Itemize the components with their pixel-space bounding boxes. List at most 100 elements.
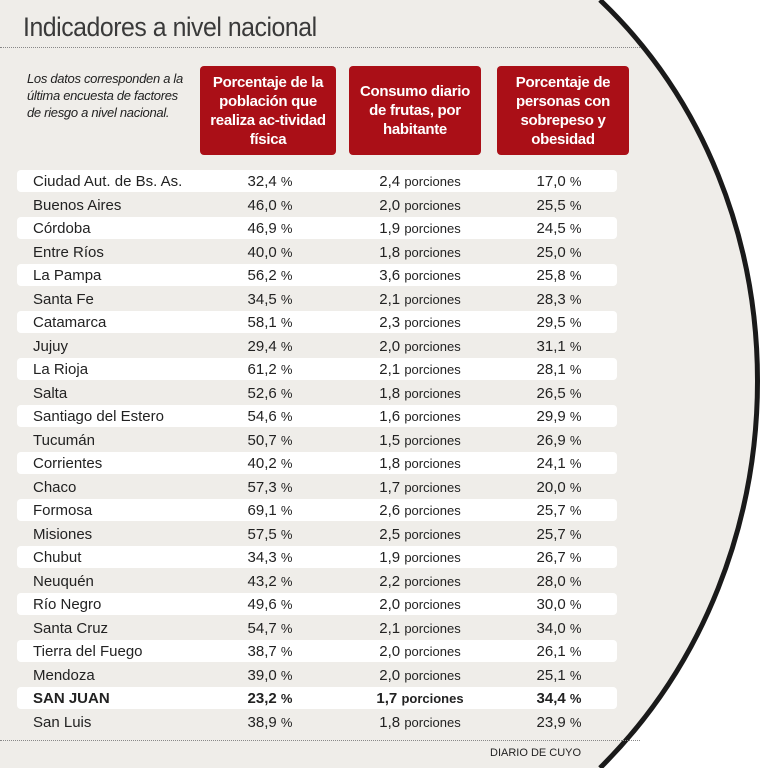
activity-value: 46,0 % (247, 196, 293, 214)
activity-value: 38,9 % (247, 713, 293, 731)
table-row: Santa Fe 34,5 % 2,1 porciones 28,3 % (17, 288, 617, 310)
activity-value: 46,9 % (247, 220, 293, 237)
divider-bottom (0, 740, 640, 741)
province-name: Ciudad Aut. de Bs. As. (33, 173, 183, 190)
overweight-value: 30,0 % (536, 596, 582, 613)
province-name: Entre Ríos (33, 243, 104, 261)
province-name: Santa Fe (33, 290, 94, 308)
table-row: Tierra del Fuego 38,7 % 2,0 porciones 26,1 … (17, 640, 617, 662)
activity-value: 69,1 % (247, 502, 293, 519)
fruit-value: 2,2 porciones (379, 572, 461, 590)
province-name: La Pampa (33, 267, 102, 284)
table-row: Misiones 57,5 % 2,5 porciones 25,7 % (17, 523, 617, 545)
province-name: San Luis (33, 713, 92, 731)
province-name: La Rioja (33, 361, 89, 378)
fruit-value: 2,0 porciones (379, 196, 461, 214)
table-row: Santiago del Estero 54,6 % 1,6 porciones 29… (17, 405, 617, 427)
overweight-value: 26,1 % (536, 643, 582, 660)
province-name: Mendoza (33, 666, 95, 684)
province-name: Formosa (33, 502, 93, 519)
activity-value: 39,0 % (247, 666, 293, 684)
overweight-value: 26,7 % (536, 549, 582, 566)
header-activity: Porcentaje de la población que realiza a… (200, 66, 336, 155)
overweight-value: 25,8 % (536, 267, 582, 284)
fruit-value: 2,5 porciones (379, 525, 461, 543)
activity-value: 57,5 % (247, 525, 293, 543)
activity-value: 57,3 % (247, 478, 293, 496)
overweight-value: 25,5 % (536, 196, 582, 214)
fruit-value: 2,0 porciones (379, 337, 461, 355)
province-name: Buenos Aires (33, 196, 122, 214)
table-row: La Pampa 56,2 % 3,6 porciones 25,8 % (17, 264, 617, 286)
activity-value: 29,4 % (247, 337, 293, 355)
fruit-value: 1,7 porciones (379, 478, 461, 496)
fruit-value: 1,6 porciones (379, 408, 461, 425)
table-row: Chubut 34,3 % 1,9 porciones 26,7 % (17, 546, 617, 568)
header-fruit: Consumo diario de frutas, por habitante (349, 66, 481, 155)
table-row: La Rioja 61,2 % 2,1 porciones 28,1 % (17, 358, 617, 380)
province-name: Córdoba (33, 220, 91, 237)
province-name: Santa Cruz (33, 619, 109, 637)
activity-value: 32,4 % (247, 173, 293, 190)
table-row: Buenos Aires 46,0 % 2,0 porciones 25,5 % (17, 194, 617, 216)
header-overweight: Porcentaje de personas con sobrepeso y o… (497, 66, 629, 155)
table-row: Corrientes 40,2 % 1,8 porciones 24,1 % (17, 452, 617, 474)
overweight-value: 20,0 % (536, 478, 582, 496)
overweight-value: 28,1 % (536, 361, 582, 378)
fruit-value: 1,5 porciones (379, 431, 461, 449)
fruit-value: 2,3 porciones (379, 314, 461, 331)
table-row: Santa Cruz 54,7 % 2,1 porciones 34,0 % (17, 617, 617, 639)
overweight-value: 24,5 % (536, 220, 582, 237)
overweight-value: 25,7 % (536, 502, 582, 519)
activity-value: 54,6 % (247, 408, 293, 425)
overweight-value: 31,1 % (536, 337, 582, 355)
fruit-value: 2,4 porciones (379, 173, 461, 190)
table-row: SAN JUAN 23,2 % 1,7 porciones 34,4 % (17, 687, 617, 709)
activity-value: 40,0 % (247, 243, 293, 261)
fruit-value: 2,0 porciones (379, 643, 461, 660)
fruit-value: 2,0 porciones (379, 666, 461, 684)
table-row: Córdoba 46,9 % 1,9 porciones 24,5 % (17, 217, 617, 239)
fruit-value: 1,8 porciones (379, 384, 461, 402)
overweight-value: 29,9 % (536, 408, 582, 425)
activity-value: 52,6 % (247, 384, 293, 402)
overweight-value: 29,5 % (536, 314, 582, 331)
province-name: Neuquén (33, 572, 94, 590)
activity-value: 56,2 % (247, 267, 293, 284)
table-row: Formosa 69,1 % 2,6 porciones 25,7 % (17, 499, 617, 521)
overweight-value: 26,5 % (536, 384, 582, 402)
overweight-value: 25,0 % (536, 243, 582, 261)
overweight-value: 25,7 % (536, 525, 582, 543)
fruit-value: 2,6 porciones (379, 502, 461, 519)
province-name: Santiago del Estero (33, 408, 164, 425)
table-row: Ciudad Aut. de Bs. As. 32,4 % 2,4 porcione… (17, 170, 617, 192)
activity-value: 38,7 % (247, 643, 293, 660)
fruit-value: 1,7 porciones (376, 690, 464, 707)
activity-value: 23,2 % (247, 690, 293, 707)
table-row: Tucumán 50,7 % 1,5 porciones 26,9 % (17, 429, 617, 451)
table-row: Río Negro 49,6 % 2,0 porciones 30,0 % (17, 593, 617, 615)
province-name: Misiones (33, 525, 93, 543)
table-row: Salta 52,6 % 1,8 porciones 26,5 % (17, 382, 617, 404)
overweight-value: 26,9 % (536, 431, 582, 449)
overweight-value: 34,0 % (536, 619, 582, 637)
province-name: Catamarca (33, 314, 107, 331)
fruit-value: 1,9 porciones (379, 549, 461, 566)
province-name: Jujuy (33, 337, 69, 355)
province-name: Chaco (33, 478, 77, 496)
credit: DIARIO DE CUYO (490, 747, 582, 759)
curve-border (598, 0, 760, 768)
activity-value: 61,2 % (247, 361, 293, 378)
fruit-value: 2,1 porciones (379, 361, 461, 378)
overweight-value: 23,9 % (536, 713, 582, 731)
province-name: Tierra del Fuego (33, 643, 143, 660)
overweight-value: 28,3 % (536, 290, 582, 308)
overweight-value: 28,0 % (536, 572, 582, 590)
page-title: Indicadores a nivel nacional (23, 12, 317, 42)
fruit-value: 2,1 porciones (379, 290, 461, 308)
province-name: SAN JUAN (33, 690, 110, 707)
province-name: Corrientes (33, 455, 103, 472)
activity-value: 43,2 % (247, 572, 293, 590)
table-row: Mendoza 39,0 % 2,0 porciones 25,1 % (17, 664, 617, 686)
